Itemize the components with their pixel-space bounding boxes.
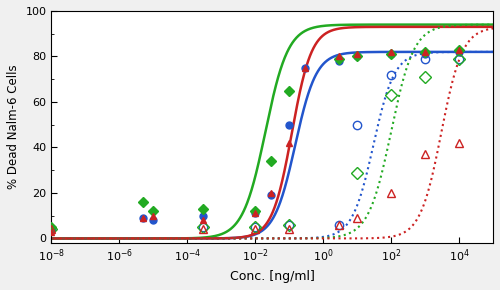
Y-axis label: % Dead Nalm-6 Cells: % Dead Nalm-6 Cells bbox=[7, 65, 20, 189]
X-axis label: Conc. [ng/ml]: Conc. [ng/ml] bbox=[230, 270, 314, 283]
